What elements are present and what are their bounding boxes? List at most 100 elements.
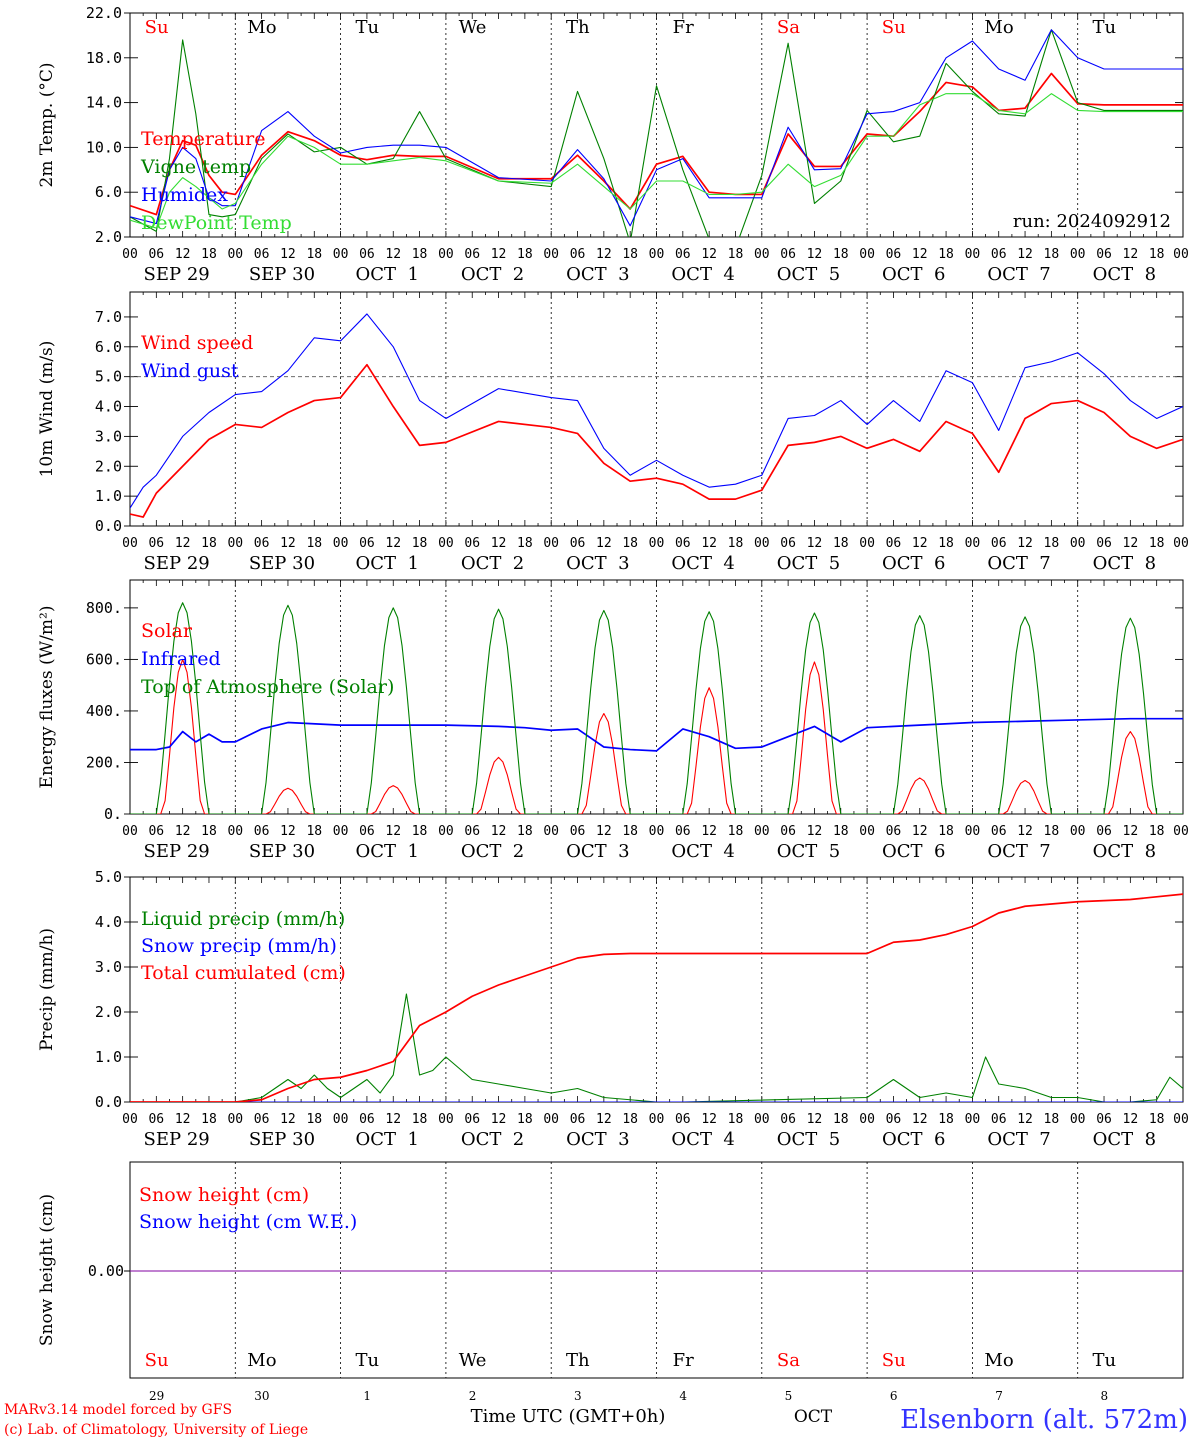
hour-tick-label: 06	[359, 247, 375, 262]
y-axis-label: Precip (mm/h)	[37, 928, 57, 1051]
hour-tick-label: 18	[622, 536, 638, 551]
hour-tick-label: 18	[306, 536, 322, 551]
hour-tick-label: 06	[675, 536, 691, 551]
series-line-temperature	[130, 72, 1183, 216]
legend-entry: Wind gust	[141, 360, 239, 382]
legend-entry: Snow precip (mm/h)	[141, 935, 337, 957]
date-label: OCT 3	[566, 264, 629, 285]
hour-tick-label: 18	[412, 824, 428, 839]
hour-tick-label: 00	[543, 247, 559, 262]
date-label: SEP 29	[144, 841, 210, 862]
y-tick-label: 6.0	[95, 338, 122, 356]
hour-tick-label: 12	[807, 1112, 823, 1127]
hour-tick-label: 00	[965, 824, 981, 839]
y-tick-label: 1.0	[95, 487, 122, 505]
y-tick-label: 5.0	[95, 368, 122, 386]
y-tick-label: 1.0	[95, 1048, 122, 1066]
hour-tick-label: 06	[254, 824, 270, 839]
hour-tick-label: 00	[227, 247, 243, 262]
hour-tick-label: 06	[1096, 1112, 1112, 1127]
hour-tick-label: 00	[649, 1112, 665, 1127]
hour-tick-label: 06	[780, 824, 796, 839]
hour-tick-label: 18	[201, 1112, 217, 1127]
legend-entry: Liquid precip (mm/h)	[141, 908, 345, 930]
hour-tick-label: 12	[596, 1112, 612, 1127]
hour-tick-label: 00	[122, 247, 138, 262]
hour-tick-label: 18	[833, 536, 849, 551]
date-label: SEP 30	[249, 841, 315, 862]
hour-tick-label: 00	[754, 536, 770, 551]
hour-tick-label: 12	[280, 536, 296, 551]
hour-tick-label: 06	[359, 536, 375, 551]
hour-tick-label: 18	[1149, 1112, 1165, 1127]
hour-tick-label: 00	[1173, 1112, 1189, 1127]
hour-tick-label: 18	[306, 247, 322, 262]
legend-entry: Solar	[141, 620, 193, 642]
hour-tick-label: 06	[464, 824, 480, 839]
hour-tick-label: 06	[991, 536, 1007, 551]
hour-tick-label: 18	[728, 247, 744, 262]
weekday-label: Fr	[673, 1350, 694, 1371]
day-number-label: 2	[469, 1389, 477, 1403]
hour-tick-label: 18	[201, 536, 217, 551]
weekday-label: Th	[566, 1350, 590, 1371]
hour-tick-label: 06	[991, 824, 1007, 839]
date-label: OCT 5	[777, 553, 840, 574]
hour-tick-label: 12	[280, 247, 296, 262]
hour-tick-label: 06	[780, 536, 796, 551]
hour-tick-label: 12	[807, 824, 823, 839]
date-label: OCT 2	[461, 841, 524, 862]
hour-tick-label: 18	[728, 824, 744, 839]
hour-tick-label: 06	[1096, 824, 1112, 839]
date-label: OCT 3	[566, 553, 629, 574]
hour-tick-label: 00	[1173, 536, 1189, 551]
hour-tick-label: 06	[148, 536, 164, 551]
panel-wind: 0.0 1.0 2.0 3.0 4.0 5.0 6.0 7.0 10m Wind (m/s) Wi…	[37, 291, 1189, 574]
weekday-label: Su	[882, 1350, 906, 1371]
day-number-label: 7	[995, 1389, 1003, 1403]
y-tick-label: 5.0	[95, 868, 122, 886]
y-tick-label: 0.	[104, 805, 122, 823]
hour-tick-label: 18	[833, 824, 849, 839]
series-group	[130, 313, 1183, 518]
date-label: OCT 5	[777, 264, 840, 285]
y-tick-label: 2.0	[95, 1003, 122, 1021]
lab-credit: (c) Lab. of Climatology, University of L…	[4, 1422, 308, 1438]
weekday-label: Fr	[673, 17, 694, 38]
hour-tick-label: 12	[701, 247, 717, 262]
date-label: OCT 8	[1093, 1129, 1156, 1150]
hour-tick-label: 00	[227, 1112, 243, 1127]
time-axis-label: Time UTC (GMT+0h)	[471, 1406, 666, 1427]
hour-tick-label: 12	[807, 247, 823, 262]
date-label: OCT 1	[356, 264, 419, 285]
hour-tick-label: 00	[333, 1112, 349, 1127]
hour-tick-label: 18	[517, 247, 533, 262]
hour-tick-label: 06	[148, 247, 164, 262]
legend-entry: Snow height (cm)	[139, 1184, 309, 1206]
hour-tick-label: 18	[938, 536, 954, 551]
hour-tick-label: 06	[886, 824, 902, 839]
hour-tick-label: 06	[991, 1112, 1007, 1127]
hour-tick-label: 00	[965, 247, 981, 262]
hour-tick-label: 00	[859, 536, 875, 551]
hour-tick-label: 00	[754, 1112, 770, 1127]
hour-tick-label: 00	[1070, 1112, 1086, 1127]
hour-tick-label: 06	[886, 247, 902, 262]
y-tick-label: 18.0	[86, 49, 122, 67]
legend-entry: Wind speed	[141, 332, 253, 354]
y-tick-label: 600.	[86, 650, 122, 668]
hour-tick-label: 06	[359, 1112, 375, 1127]
date-label: OCT 5	[777, 841, 840, 862]
series-line-humidex	[130, 29, 1183, 227]
date-label: SEP 29	[144, 264, 210, 285]
hour-tick-label: 06	[570, 247, 586, 262]
hour-tick-label: 00	[859, 1112, 875, 1127]
series-line-vigne-temp	[130, 29, 1183, 237]
date-label: OCT 7	[987, 1129, 1050, 1150]
series-line-infrared	[130, 717, 1183, 752]
hour-tick-label: 18	[306, 1112, 322, 1127]
hour-tick-label: 06	[675, 1112, 691, 1127]
hour-tick-label: 00	[438, 824, 454, 839]
date-label: OCT 4	[671, 264, 734, 285]
date-label: OCT 2	[461, 553, 524, 574]
